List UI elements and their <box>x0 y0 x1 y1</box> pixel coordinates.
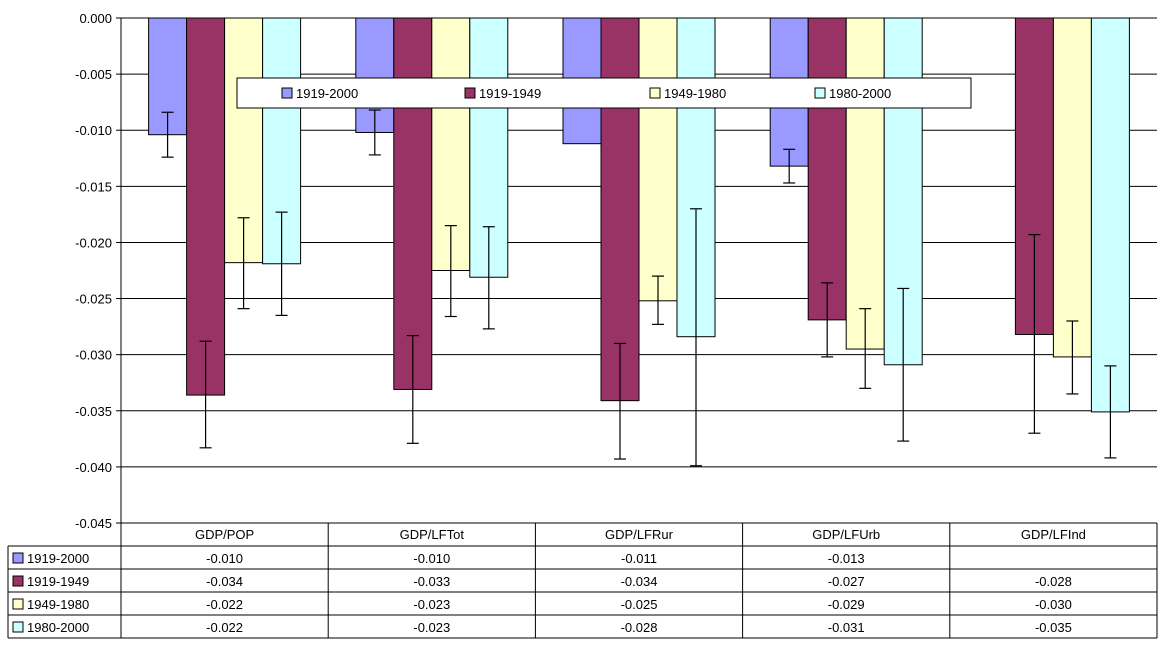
bar <box>883 17 923 366</box>
table-cell: -0.033 <box>413 574 450 589</box>
bar <box>845 17 885 350</box>
bar <box>1052 17 1092 358</box>
bar <box>393 17 433 390</box>
legend-label: 1919-2000 <box>296 86 358 101</box>
y-tick-label: -0.040 <box>75 460 112 475</box>
table-legend-swatch <box>12 621 24 633</box>
bar <box>1090 17 1130 413</box>
table-cell: -0.023 <box>413 597 450 612</box>
legend-swatch <box>464 87 476 99</box>
table-cell: -0.010 <box>413 551 450 566</box>
table-row-label: 1919-2000 <box>27 551 89 566</box>
y-tick-label: -0.035 <box>75 404 112 419</box>
x-tick-label: GDP/LFInd <box>1021 527 1086 542</box>
table-cell: -0.022 <box>206 620 243 635</box>
table-cell: -0.027 <box>828 574 865 589</box>
table-row-label: 1919-1949 <box>27 574 89 589</box>
table-cell: -0.028 <box>621 620 658 635</box>
table-row-label: 1949-1980 <box>27 597 89 612</box>
error-bars <box>161 109 1117 467</box>
table-cell: -0.029 <box>828 597 865 612</box>
x-tick-label: GDP/LFRur <box>605 527 674 542</box>
table-cell: -0.022 <box>206 597 243 612</box>
legend-box <box>236 77 972 109</box>
table-cell: -0.010 <box>206 551 243 566</box>
y-tick-label: -0.010 <box>75 123 112 138</box>
table-row-label: 1980-2000 <box>27 620 89 635</box>
legend-swatch <box>281 87 293 99</box>
bar <box>186 17 226 396</box>
y-tick-label: -0.030 <box>75 348 112 363</box>
legend-label: 1919-1949 <box>479 86 541 101</box>
legend-swatch <box>814 87 826 99</box>
table-cell: -0.013 <box>828 551 865 566</box>
legend-label: 1949-1980 <box>664 86 726 101</box>
y-tick-label: 0.000 <box>79 11 112 26</box>
table-cell: -0.011 <box>621 551 657 566</box>
y-tick-label: -0.015 <box>75 179 112 194</box>
y-tick-label: -0.020 <box>75 235 112 250</box>
table-cell: -0.034 <box>621 574 658 589</box>
x-tick-label: GDP/POP <box>195 527 254 542</box>
data-table: GDP/POP GDP/LFTot GDP/LFRur GDP/LFUrb GDP/LF… <box>7 522 1158 639</box>
table-legend-swatch <box>12 598 24 610</box>
y-axis: 0.000 -0.005 -0.010 -0.015 -0.020 -0.025 -0.03… <box>75 11 122 531</box>
table-cell: -0.031 <box>828 620 865 635</box>
x-tick-label: GDP/LFTot <box>400 527 465 542</box>
table-cell: -0.025 <box>621 597 658 612</box>
bar <box>638 17 678 302</box>
y-tick-label: -0.005 <box>75 67 112 82</box>
legend-swatch <box>649 87 661 99</box>
x-tick-label: GDP/LFUrb <box>812 527 880 542</box>
table-cell: -0.035 <box>1035 620 1072 635</box>
table-cell: -0.023 <box>413 620 450 635</box>
legend-label: 1980-2000 <box>829 86 891 101</box>
table-cell: -0.028 <box>1035 574 1072 589</box>
y-tick-label: -0.045 <box>75 516 112 531</box>
y-tick-label: -0.025 <box>75 292 112 307</box>
bars <box>148 17 1130 413</box>
table-cell: -0.030 <box>1035 597 1072 612</box>
table-legend-swatch <box>12 552 24 564</box>
table-cell: -0.034 <box>206 574 243 589</box>
bar <box>807 17 847 321</box>
table-legend-swatch <box>12 575 24 587</box>
legend: 1919-2000 1919-1949 1949-1980 1980-2000 <box>236 77 972 109</box>
